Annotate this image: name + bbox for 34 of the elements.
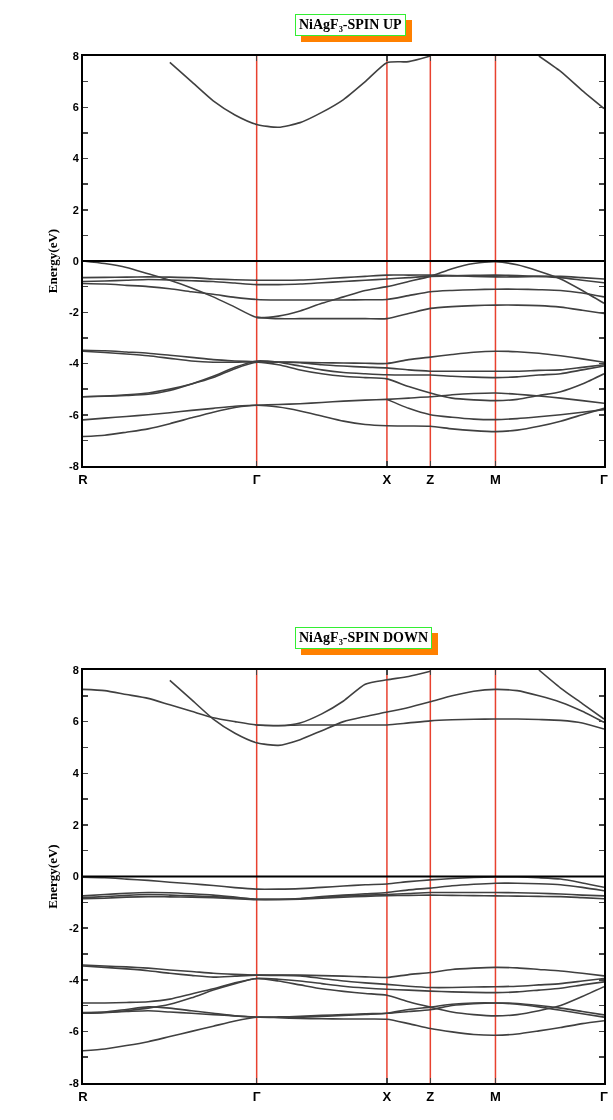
x-tick-label: M xyxy=(490,471,501,487)
x-tick-label: R xyxy=(78,471,89,487)
y-tick-label: 0 xyxy=(72,254,79,267)
y-tick-label: 8 xyxy=(72,49,79,62)
y-tick-label: -8 xyxy=(69,459,79,472)
chart-title: NiAgF₃-SPIN DOWN xyxy=(295,627,433,649)
x-tick-label: Γ xyxy=(252,471,261,487)
y-tick-label: 2 xyxy=(72,818,79,831)
y-axis-title: Energy(eV) xyxy=(45,228,61,294)
y-tick-label: 2 xyxy=(72,203,79,216)
y-tick-label: 6 xyxy=(72,101,79,114)
x-tick-label: X xyxy=(382,471,392,487)
x-tick-label: Γ xyxy=(252,1088,261,1104)
x-tick-label: Γ xyxy=(600,1088,609,1104)
y-tick-label: -8 xyxy=(69,1076,79,1089)
y-axis-title: Energy(eV) xyxy=(45,844,61,909)
y-tick-label: -6 xyxy=(69,1025,79,1038)
y-tick-label: 4 xyxy=(72,152,80,165)
y-tick-label: 8 xyxy=(72,663,79,676)
y-tick-label: -6 xyxy=(69,408,79,421)
x-tick-label: Z xyxy=(426,1088,435,1104)
y-tick-label: 0 xyxy=(72,870,79,883)
chart-title: NiAgF₃-SPIN UP xyxy=(295,14,406,36)
y-tick-label: 4 xyxy=(72,767,80,780)
y-tick-label: -2 xyxy=(69,921,79,934)
y-tick-label: -4 xyxy=(69,973,80,986)
y-tick-label: -2 xyxy=(69,306,79,319)
x-tick-label: R xyxy=(78,1088,89,1104)
y-tick-label: -4 xyxy=(69,357,80,370)
x-tick-label: X xyxy=(382,1088,392,1104)
y-tick-label: 6 xyxy=(72,715,79,728)
x-tick-label: Z xyxy=(426,471,435,487)
x-tick-label: Γ xyxy=(600,471,609,487)
x-tick-label: M xyxy=(490,1088,501,1104)
